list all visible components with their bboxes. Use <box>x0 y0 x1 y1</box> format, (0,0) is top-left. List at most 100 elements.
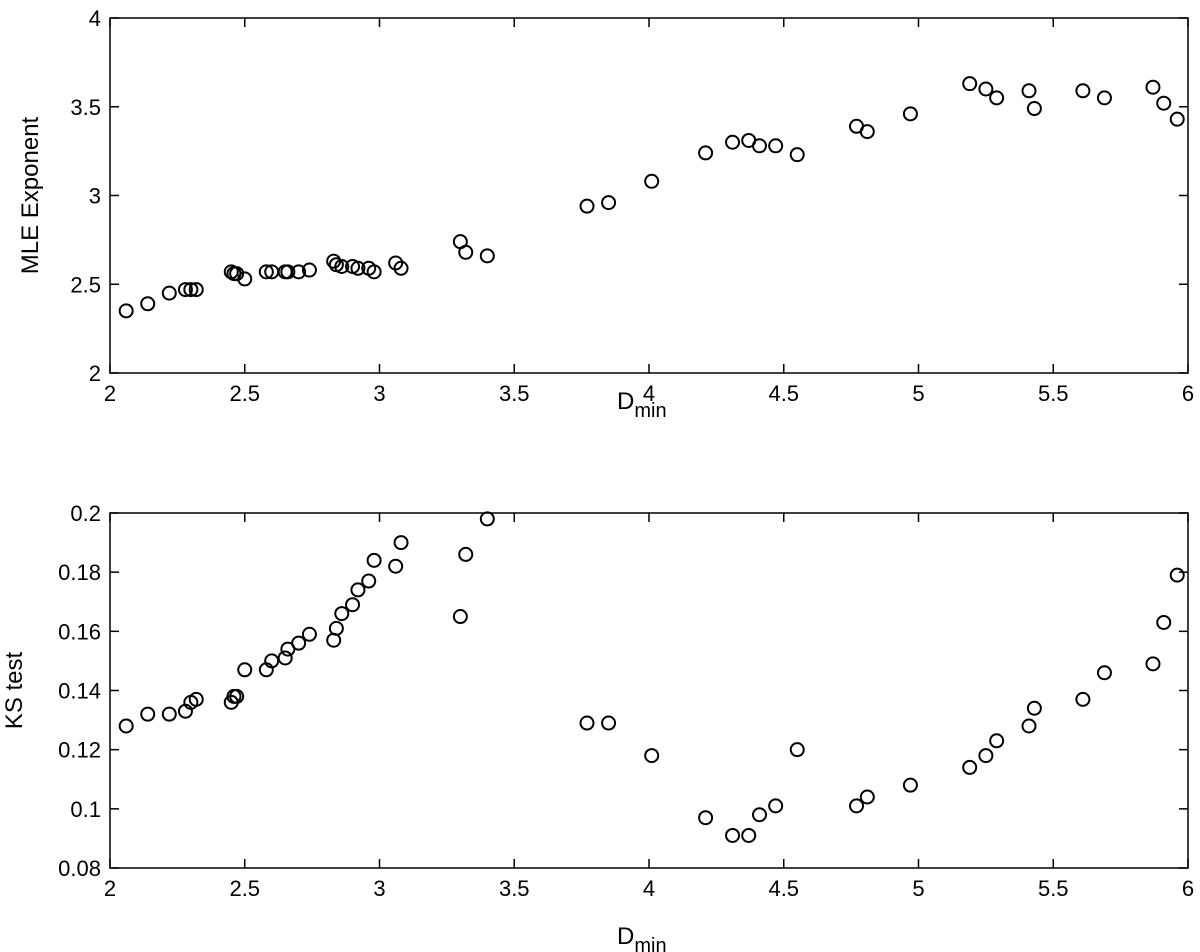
plot-frame <box>109 17 1189 374</box>
x-tick-label: 2.5 <box>229 381 260 406</box>
data-point <box>859 789 875 805</box>
data-point <box>258 264 274 280</box>
y-tick-label: 0.1 <box>70 797 101 822</box>
data-point <box>366 552 382 568</box>
data-point <box>479 248 495 264</box>
data-point <box>458 244 474 260</box>
data-point <box>725 134 741 150</box>
data-point <box>277 650 293 666</box>
data-point <box>1156 95 1172 111</box>
data-point <box>989 90 1005 106</box>
data-point <box>1075 83 1091 99</box>
data-point <box>188 282 204 298</box>
data-point <box>452 609 468 625</box>
data-point <box>229 688 245 704</box>
x-tick-label: 4 <box>643 876 655 901</box>
data-point <box>1096 665 1112 681</box>
data-point <box>326 632 342 648</box>
data-point <box>1026 101 1042 117</box>
data-point <box>334 606 350 622</box>
data-point <box>366 264 382 280</box>
data-point <box>161 706 177 722</box>
data-point <box>601 195 617 211</box>
data-point <box>768 138 784 154</box>
y-tick-label: 0.2 <box>70 501 101 526</box>
data-point <box>768 798 784 814</box>
data-point <box>280 264 296 280</box>
subplot: 2 2.5 3 3.5 4 4.5 5 5.5 6 2 2.5 3 3.5 4 MLE Exponent Dm… <box>17 6 1194 422</box>
data-point <box>393 535 409 551</box>
data-point <box>177 282 193 298</box>
data-point <box>902 106 918 122</box>
data-point <box>579 715 595 731</box>
data-point <box>978 748 994 764</box>
data-point <box>301 262 317 278</box>
plot-frame <box>109 512 1189 869</box>
y-tick-label: 2 <box>89 361 101 386</box>
data-point <box>388 255 404 271</box>
x-tick-label: 4.5 <box>768 876 799 901</box>
x-tick-label: 4 <box>643 381 655 406</box>
data-point <box>644 748 660 764</box>
data-point <box>118 718 134 734</box>
data-point <box>902 777 918 793</box>
data-point <box>361 573 377 589</box>
subplot: 2 2.5 3 3.5 4 4.5 5 5.5 6 0.08 0.1 0.12 0.14 0.16 0.18… <box>1 501 1194 952</box>
data-point <box>140 296 156 312</box>
y-tick-label: 0.14 <box>58 679 101 704</box>
y-tick-label: 0.16 <box>58 619 101 644</box>
x-axis-label: Dmin <box>617 388 667 422</box>
data-point <box>350 582 366 598</box>
data-point <box>479 511 495 527</box>
data-point <box>644 173 660 189</box>
data-point <box>601 715 617 731</box>
data-point <box>859 124 875 140</box>
x-axis-label-base: D <box>617 388 634 415</box>
x-tick-label: 5 <box>912 381 924 406</box>
x-tick-label: 3.5 <box>499 381 530 406</box>
x-axis-label-subscript: min <box>634 400 666 422</box>
y-tick-label: 3.5 <box>70 95 101 120</box>
x-tick-label: 6 <box>1182 876 1194 901</box>
data-point <box>140 706 156 722</box>
x-tick-label: 5.5 <box>1038 876 1069 901</box>
data-point <box>962 76 978 92</box>
data-point <box>388 558 404 574</box>
y-tick-label: 2.5 <box>70 272 101 297</box>
data-point <box>751 138 767 154</box>
data-point <box>161 285 177 301</box>
data-point <box>789 147 805 163</box>
x-tick-label: 3 <box>373 381 385 406</box>
data-point <box>989 733 1005 749</box>
x-axis-label: Dmin <box>617 923 667 952</box>
y-tick-label: 4 <box>89 6 101 31</box>
data-point <box>751 807 767 823</box>
data-point <box>334 259 350 274</box>
data-point <box>1145 656 1161 672</box>
data-point <box>698 810 714 826</box>
data-point <box>962 759 978 775</box>
data-point <box>183 282 199 298</box>
data-point <box>291 635 307 651</box>
data-point <box>458 546 474 562</box>
data-point <box>328 620 344 636</box>
data-point <box>237 662 253 678</box>
x-axis-label-base: D <box>617 923 634 950</box>
data-point <box>118 303 134 319</box>
data-point <box>1021 718 1037 734</box>
data-point <box>849 798 865 814</box>
data-point <box>741 827 757 843</box>
data-point <box>301 626 317 642</box>
data-point <box>698 145 714 161</box>
x-tick-label: 5 <box>912 876 924 901</box>
data-point <box>1169 111 1185 127</box>
y-tick-label: 0.18 <box>58 560 101 585</box>
x-axis-label-subscript: min <box>634 935 666 952</box>
data-point <box>1021 83 1037 99</box>
data-point <box>188 691 204 707</box>
y-axis-label: MLE Exponent <box>17 116 44 274</box>
data-point <box>1096 90 1112 106</box>
x-tick-label: 2.5 <box>229 876 260 901</box>
data-point <box>1156 614 1172 630</box>
y-tick-label: 0.12 <box>58 738 101 763</box>
